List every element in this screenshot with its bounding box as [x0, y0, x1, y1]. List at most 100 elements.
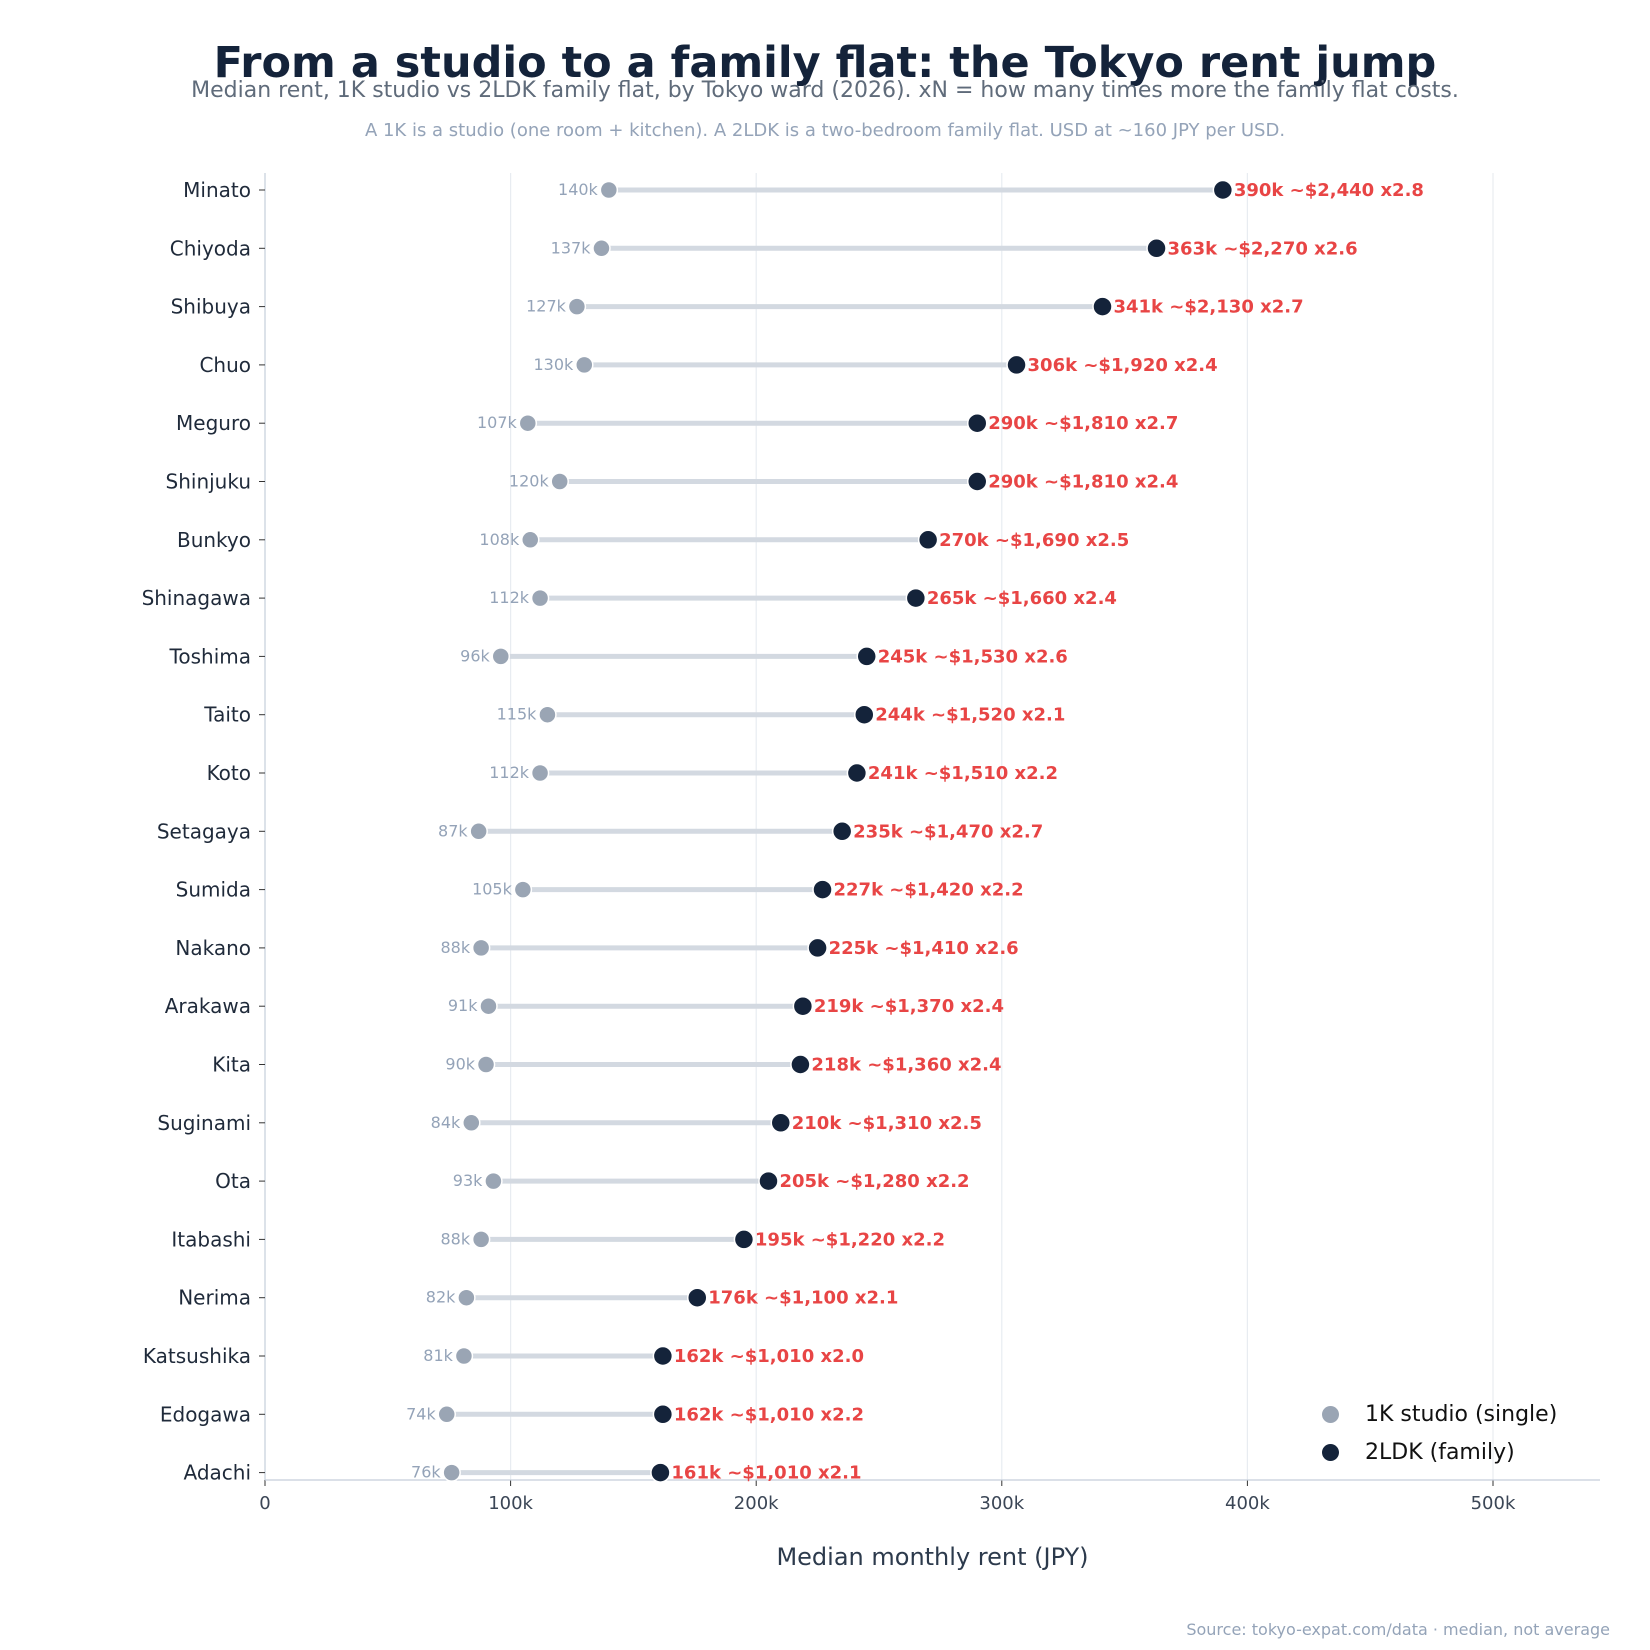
y-tick-label: Shinjuku — [166, 470, 251, 494]
studio-point — [513, 880, 533, 899]
y-tick-label: Edogawa — [160, 1402, 251, 1426]
family-point — [966, 412, 988, 434]
family-point — [652, 1404, 674, 1425]
family-annotation: 235k ~$1,470 x2.7 — [853, 821, 1043, 842]
family-point — [687, 1287, 708, 1308]
studio-point — [530, 763, 550, 783]
studio-value-label: 112k — [489, 588, 530, 607]
x-tick-label: 200k — [734, 1493, 779, 1514]
family-annotation: 341k ~$2,130 x2.7 — [1113, 297, 1303, 318]
family-point — [905, 587, 927, 609]
family-point — [966, 471, 988, 492]
studio-point — [457, 1288, 476, 1307]
studio-point — [538, 705, 557, 724]
x-tick-label: 100k — [488, 1493, 533, 1514]
y-tick-label: Meguro — [176, 411, 251, 435]
legend-item-studio: 1K studio (single) — [1318, 1395, 1557, 1433]
legend-item-family: 2LDK (family) — [1318, 1433, 1557, 1471]
studio-value-label: 90k — [445, 1055, 475, 1074]
studio-point — [479, 996, 498, 1016]
chart-legend: 1K studio (single) 2LDK (family) — [1318, 1395, 1557, 1471]
family-annotation: 162k ~$1,010 x2.2 — [674, 1404, 864, 1425]
y-tick-label: Shinagawa — [142, 586, 251, 610]
family-annotation: 219k ~$1,370 x2.4 — [814, 996, 1004, 1017]
family-point — [807, 937, 828, 959]
family-annotation: 244k ~$1,520 x2.1 — [875, 705, 1065, 726]
studio-value-label: 91k — [448, 996, 478, 1015]
studio-point — [520, 530, 540, 550]
family-point — [831, 821, 853, 842]
family-annotation: 176k ~$1,100 x2.1 — [708, 1288, 898, 1309]
legend-label-family: 2LDK (family) — [1365, 1439, 1515, 1465]
family-annotation: 290k ~$1,810 x2.7 — [988, 413, 1178, 434]
family-annotation: 363k ~$2,270 x2.6 — [1168, 238, 1358, 259]
family-annotation: 210k ~$1,310 x2.5 — [792, 1113, 982, 1134]
studio-value-label: 115k — [497, 705, 538, 724]
y-tick-label: Nakano — [175, 936, 251, 960]
family-annotation: 270k ~$1,690 x2.5 — [939, 530, 1129, 551]
x-tick-label: 400k — [1225, 1493, 1270, 1514]
studio-value-label: 112k — [489, 763, 530, 782]
y-tick-label: Bunkyo — [177, 528, 251, 552]
studio-value-label: 76k — [411, 1463, 441, 1482]
family-point — [856, 646, 877, 667]
studio-point — [491, 647, 511, 666]
y-tick-label: Suginami — [157, 1111, 251, 1135]
y-tick-label: Arakawa — [165, 994, 251, 1018]
studio-point — [469, 822, 488, 841]
studio-value-label: 87k — [438, 821, 468, 840]
x-axis-label: Median monthly rent (JPY) — [776, 1543, 1088, 1571]
legend-label-studio: 1K studio (single) — [1365, 1401, 1558, 1427]
studio-value-label: 74k — [406, 1404, 436, 1423]
family-point — [1146, 238, 1167, 259]
studio-point — [442, 1463, 461, 1482]
y-tick-label: Kita — [212, 1053, 251, 1077]
y-tick-label: Nerima — [178, 1286, 251, 1310]
studio-point — [471, 1230, 491, 1249]
studio-point — [575, 355, 594, 375]
family-point — [1212, 179, 1234, 201]
chart-note: A 1K is a studio (one room + kitchen). A… — [364, 120, 1286, 141]
family-point — [758, 1170, 779, 1192]
x-tick-label: 500k — [1471, 1493, 1516, 1514]
chart-title: From a studio to a family flat: the Toky… — [213, 38, 1437, 88]
studio-value-label: 88k — [441, 938, 471, 957]
family-annotation: 205k ~$1,280 x2.2 — [779, 1171, 969, 1192]
studio-point — [599, 180, 619, 200]
studio-point — [454, 1346, 474, 1366]
studio-point — [476, 1055, 496, 1074]
studio-value-label: 137k — [551, 238, 592, 257]
family-annotation: 241k ~$1,510 x2.2 — [868, 763, 1058, 784]
family-point — [1092, 296, 1113, 317]
y-tick-label: Shibuya — [171, 295, 251, 319]
legend-marker-family — [1322, 1443, 1339, 1461]
y-tick-label: Taito — [203, 703, 251, 727]
y-tick-label: Minato — [183, 178, 251, 202]
family-annotation: 290k ~$1,810 x2.4 — [988, 472, 1178, 493]
studio-value-label: 88k — [441, 1229, 471, 1248]
x-tick-label: 300k — [979, 1493, 1024, 1514]
y-tick-label: Itabashi — [171, 1227, 251, 1251]
y-tick-label: Setagaya — [157, 819, 251, 843]
family-point — [812, 879, 833, 900]
studio-value-label: 130k — [533, 355, 574, 374]
family-point — [1006, 354, 1027, 376]
y-tick-label: Sumida — [176, 878, 251, 902]
studio-point — [462, 1113, 481, 1133]
legend-marker-studio — [1322, 1405, 1339, 1423]
x-tick-label: 0 — [259, 1493, 270, 1514]
family-annotation: 162k ~$1,010 x2.0 — [674, 1346, 864, 1367]
y-tick-label: Ota — [215, 1169, 251, 1193]
studio-point — [484, 1171, 503, 1191]
chart-subtitle: Median rent, 1K studio vs 2LDK family fl… — [191, 78, 1459, 103]
studio-value-label: 140k — [558, 180, 599, 199]
family-point — [652, 1345, 674, 1367]
family-point — [650, 1462, 671, 1483]
studio-point — [437, 1405, 456, 1424]
studio-point — [530, 588, 550, 608]
studio-value-label: 96k — [460, 646, 490, 665]
studio-value-label: 107k — [477, 413, 518, 432]
family-annotation: 161k ~$1,010 x2.1 — [671, 1463, 861, 1484]
y-tick-label: Chiyoda — [170, 236, 251, 260]
studio-value-label: 81k — [423, 1346, 453, 1365]
